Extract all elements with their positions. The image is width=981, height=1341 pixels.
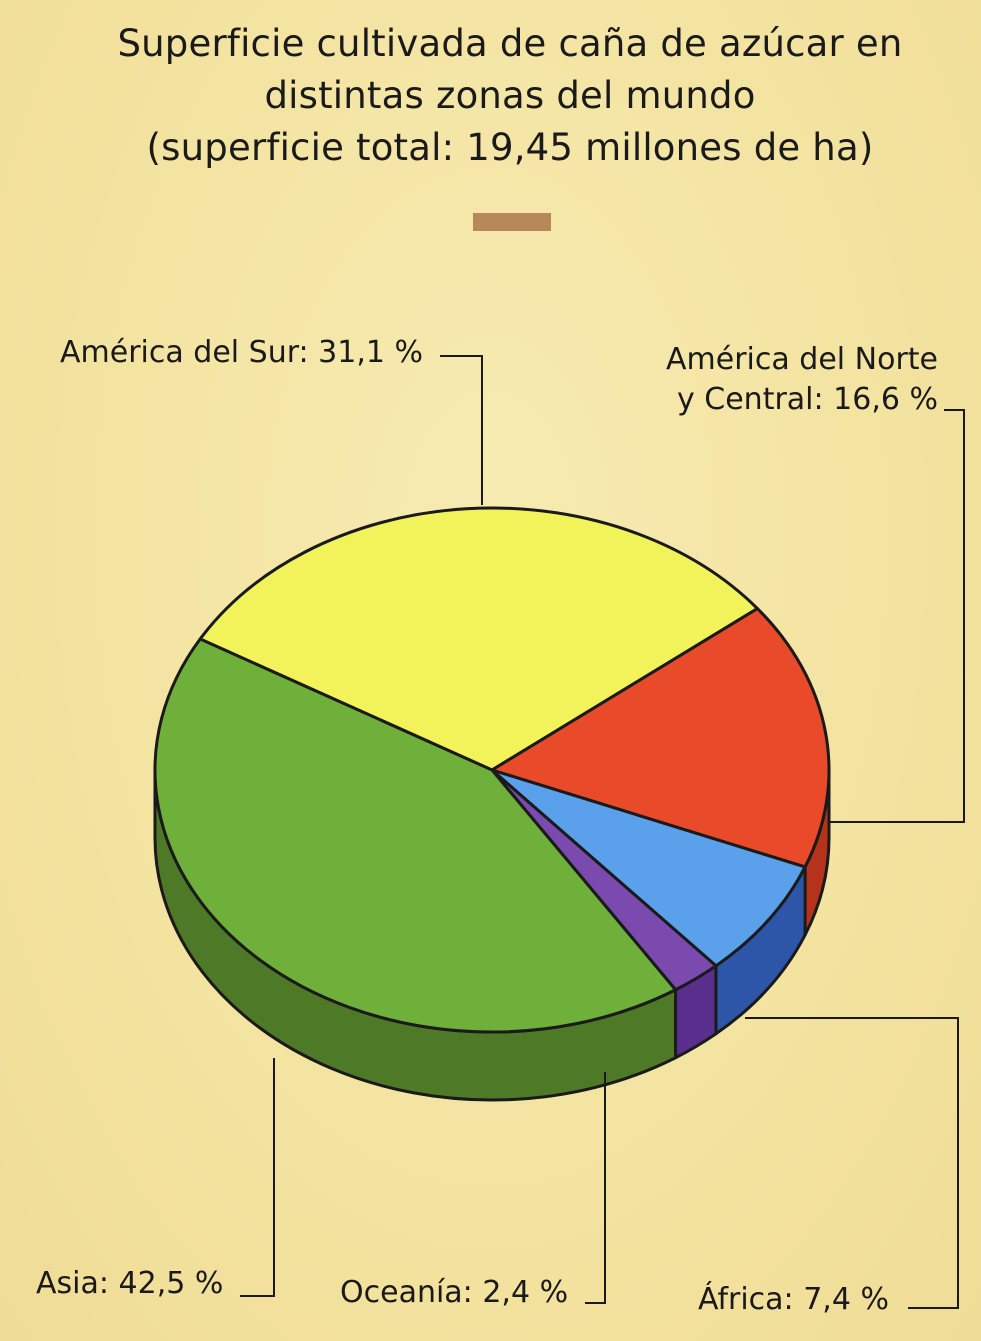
chart-title: Superficie cultivada de caña de azúcar e… [80,18,940,174]
slice-am-rica-del-sur [198,506,759,772]
leader-asia [240,1058,275,1297]
leader-africa [745,1017,959,1309]
leader-america-norte [830,409,965,823]
leader-america-del-sur [440,355,483,505]
title-underline-bar [473,213,551,231]
slice-asia [153,637,678,1034]
label-asia: Asia: 42,5 % [36,1266,224,1301]
title-line-1: Superficie cultivada de caña de azúcar e… [117,22,903,65]
label-america-norte-line-1: América del Norte [665,342,938,377]
title-line-3: (superficie total: 19,45 millones de ha) [146,126,874,169]
slice--frica [490,768,807,968]
pie-slices [153,506,831,1034]
title-line-2: distintas zonas del mundo [264,74,756,117]
label-america-norte-central: América del Norte y Central: 16,6 % [610,340,938,420]
label-america-norte-line-2: y Central: 16,6 % [676,382,938,417]
leader-lines [240,355,965,1309]
label-america-del-sur: América del Sur: 31,1 % [60,335,424,370]
label-africa: África: 7,4 % [698,1282,889,1317]
slice-am-rica-del-norte-y-central [490,607,831,869]
label-oceania: Oceanía: 2,4 % [340,1275,569,1310]
leader-oceania [585,1072,606,1304]
